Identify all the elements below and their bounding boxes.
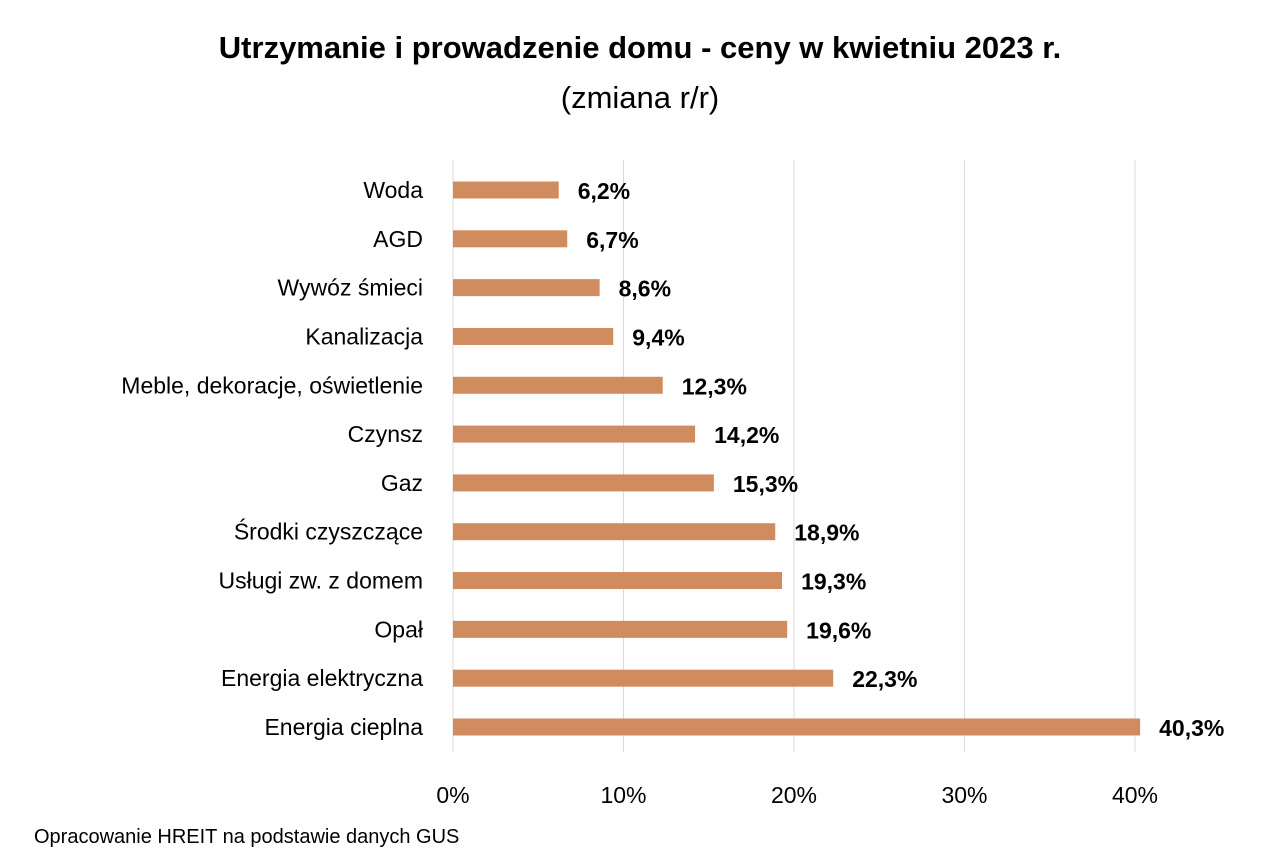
bar: [453, 376, 663, 394]
bar: [453, 718, 1141, 736]
category-label: Kanalizacja: [305, 323, 423, 349]
data-label: 12,3%: [682, 373, 747, 399]
chart-title: Utrzymanie i prowadzenie domu - ceny w k…: [219, 30, 1061, 65]
category-label: Woda: [363, 177, 423, 203]
bar: [453, 425, 696, 443]
category-label: Gaz: [381, 470, 423, 496]
data-label: 14,2%: [714, 422, 779, 448]
category-label: Energia cieplna: [264, 714, 423, 740]
x-tick-label: 40%: [1112, 782, 1158, 808]
bar: [453, 669, 834, 687]
category-label: Meble, dekoracje, oświetlenie: [121, 372, 423, 398]
bar: [453, 523, 776, 541]
chart-subtitle: (zmiana r/r): [561, 80, 719, 115]
data-label: 18,9%: [794, 520, 859, 546]
bar: [453, 230, 568, 248]
data-label: 22,3%: [852, 666, 917, 692]
bar: [453, 474, 714, 492]
data-label: 9,4%: [632, 324, 684, 350]
category-label: Wywóz śmieci: [278, 275, 423, 301]
data-label: 6,7%: [586, 227, 638, 253]
data-label: 40,3%: [1159, 715, 1224, 741]
x-tick-label: 30%: [941, 782, 987, 808]
category-label: AGD: [373, 226, 423, 252]
x-tick-label: 0%: [436, 782, 469, 808]
category-label: Energia elektryczna: [221, 665, 423, 691]
data-label: 15,3%: [733, 471, 798, 497]
category-label: Usługi zw. z domem: [218, 568, 423, 594]
bar: [453, 572, 783, 590]
data-label: 19,6%: [806, 617, 871, 643]
x-tick-label: 10%: [600, 782, 646, 808]
data-label: 6,2%: [578, 178, 630, 204]
category-label: Opał: [374, 616, 423, 642]
x-tick-label: 20%: [771, 782, 817, 808]
category-label: Środki czyszczące: [234, 518, 423, 545]
bar: [453, 181, 559, 199]
category-label: Czynsz: [348, 421, 423, 447]
bar: [453, 279, 600, 297]
data-label: 8,6%: [619, 276, 671, 302]
source-note: Opracowanie HREIT na podstawie danych GU…: [34, 826, 459, 848]
bar: [453, 327, 614, 345]
data-label: 19,3%: [801, 569, 866, 595]
bar: [453, 620, 788, 638]
